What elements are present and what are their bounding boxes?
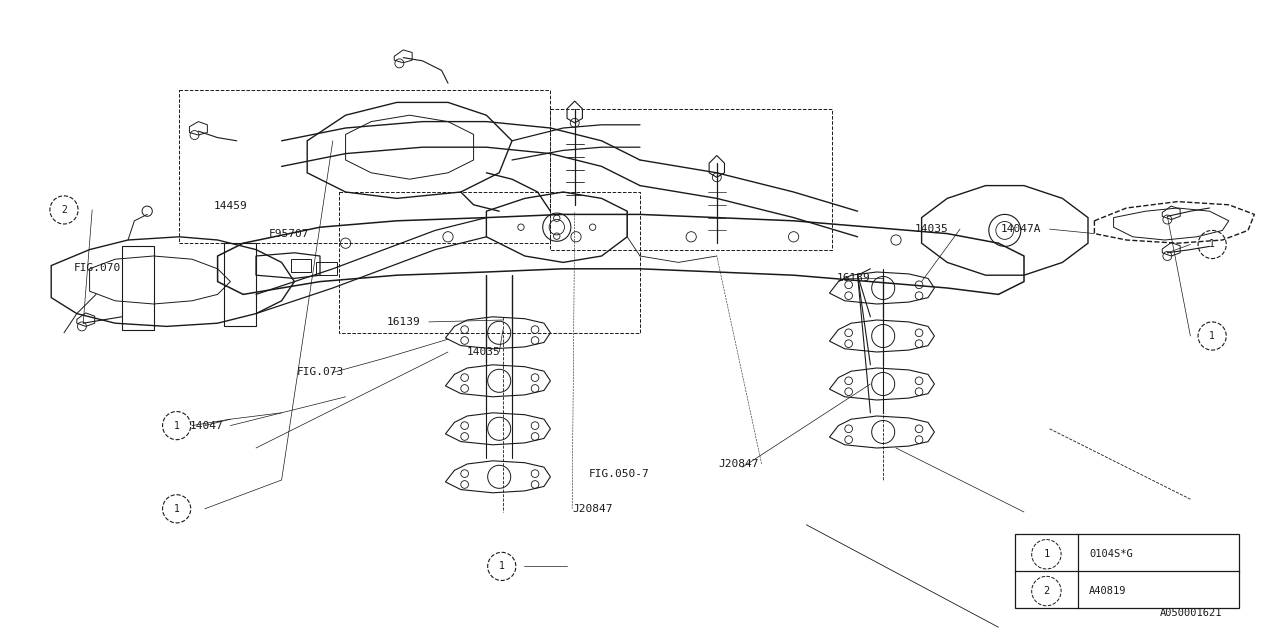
Text: 1: 1: [1210, 331, 1215, 341]
Text: 2: 2: [1043, 586, 1050, 596]
Bar: [1015, 534, 1239, 608]
Text: 16139: 16139: [387, 317, 420, 327]
Text: 1: 1: [1210, 239, 1215, 250]
Text: FIG.070: FIG.070: [74, 262, 122, 273]
Text: 14035: 14035: [467, 347, 500, 357]
Text: 1: 1: [174, 504, 179, 514]
Text: 1: 1: [174, 420, 179, 431]
Bar: [339, 192, 640, 333]
Bar: [291, 259, 311, 272]
Text: FIG.073: FIG.073: [297, 367, 344, 378]
Text: 1: 1: [1043, 549, 1050, 559]
Text: A050001621: A050001621: [1160, 608, 1222, 618]
Text: J20847: J20847: [572, 504, 613, 514]
Bar: [316, 262, 337, 275]
Bar: [179, 90, 550, 243]
Text: 1: 1: [499, 561, 504, 572]
Text: 0104S*G: 0104S*G: [1089, 549, 1133, 559]
Text: 14047A: 14047A: [1001, 224, 1042, 234]
Text: F95707: F95707: [269, 228, 310, 239]
Text: 16139: 16139: [837, 273, 870, 284]
Bar: [122, 246, 154, 330]
Text: 14047: 14047: [189, 420, 223, 431]
Text: FIG.050-7: FIG.050-7: [589, 468, 649, 479]
Text: 14035: 14035: [915, 224, 948, 234]
Text: J20847: J20847: [718, 459, 759, 469]
Text: A40819: A40819: [1089, 586, 1126, 596]
Text: 2: 2: [61, 205, 67, 215]
Bar: [550, 109, 832, 250]
Text: 14459: 14459: [214, 201, 247, 211]
Bar: [224, 243, 256, 326]
